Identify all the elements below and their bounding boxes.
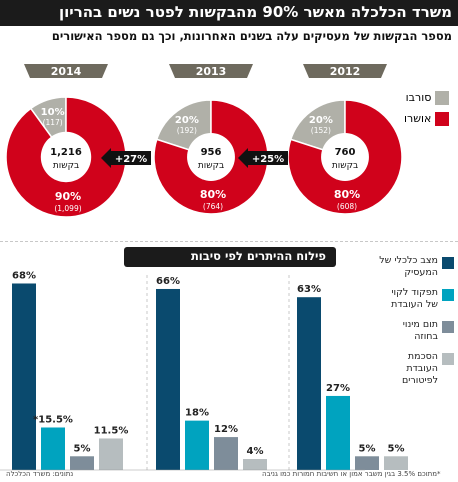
bar	[297, 297, 321, 470]
pie-label-approved-count: (764)	[203, 202, 223, 211]
pie-label-rejected-count: (192)	[177, 126, 197, 135]
growth-arrow	[238, 148, 288, 168]
bar	[41, 427, 65, 470]
pie-slice-approved	[287, 99, 403, 215]
bar-value-label: 11.5%	[94, 425, 129, 436]
pie-label-rejected-count: (117)	[43, 118, 63, 127]
bar-value-label: 12%	[214, 424, 238, 435]
bar-legend-swatch-performance	[442, 289, 454, 301]
pie-label-approved-count: (1,099)	[54, 204, 81, 213]
pie-slice-approved	[153, 99, 269, 215]
bar-value-label: 5%	[359, 443, 376, 454]
legend-item-rejected: סורבו	[404, 89, 450, 106]
bar-legend-label-contract: תום מינוי בחוזה	[402, 319, 438, 342]
legend-swatch-approved	[435, 111, 450, 126]
asterisk-note: *מתוכם 3.5% בגין משבר אמון או חשיבות חמו…	[262, 470, 441, 478]
pie-label-rejected-percent: 20%	[309, 115, 333, 126]
source-note: נתונים: משרד הכלכלה	[6, 470, 74, 478]
bar	[355, 456, 379, 470]
pie-legend: סורבו אושרו	[404, 89, 450, 131]
pie-label-rejected-percent: 20%	[175, 115, 199, 126]
title-bar: משרד הכלכלה מאשר 90% מהבקשות לפטר נשים ב…	[0, 0, 458, 26]
pie-label-rejected-percent: 10%	[41, 107, 65, 118]
bar-legend-swatch-contract	[442, 321, 454, 333]
year-tab	[169, 64, 253, 78]
bar	[214, 437, 238, 470]
pie-label-approved-percent: 80%	[334, 188, 360, 201]
bar-legend-label-consent: הסכמת העובדת לפיטורים	[402, 351, 438, 386]
bar	[156, 288, 180, 470]
bar-value-label: 66%	[156, 276, 180, 287]
bar	[243, 459, 267, 470]
legend-swatch-rejected	[435, 90, 450, 105]
year-label: 2012	[330, 65, 361, 78]
pie-label-approved-percent: 80%	[200, 188, 226, 201]
bar-value-label: 4%	[247, 446, 264, 457]
pie-hole	[40, 131, 92, 183]
pie-total: 956	[201, 147, 222, 158]
growth-label: +25%	[252, 154, 284, 165]
bar	[70, 456, 94, 470]
bar	[185, 420, 209, 470]
pie-total-label: בקשות	[198, 161, 224, 171]
bar-section-title: פילוח ההיתרים לפי סיבות	[124, 247, 336, 267]
bar-value-label: 18%	[185, 408, 209, 419]
bar	[326, 395, 350, 470]
bar-value-label: 5%	[388, 443, 405, 454]
bar-value-label: 68%	[12, 270, 36, 281]
year-label: 2014	[51, 65, 82, 78]
legend-item-approved: אושרו	[404, 110, 450, 127]
pie-slice-approved	[5, 96, 127, 218]
divider	[0, 241, 458, 242]
page-title: משרד הכלכלה מאשר 90% מהבקשות לפטר נשים ב…	[59, 3, 452, 21]
bar-legend-swatch-consent	[442, 353, 454, 365]
pie-hole	[321, 133, 369, 181]
growth-arrow	[101, 148, 151, 168]
pie-label-approved-count: (608)	[337, 202, 357, 211]
pie-hole	[187, 133, 235, 181]
bar-legend-swatch-economic	[442, 257, 454, 269]
bar	[99, 438, 123, 470]
bar-legend-label-performance: תפקוד לקוי של העובדת	[391, 287, 438, 310]
bar-value-label: 63%	[297, 284, 321, 295]
pie-label-approved-percent: 90%	[55, 190, 81, 203]
bar-section-title-text: פילוח ההיתרים לפי סיבות	[190, 249, 326, 263]
pie-total: 1,216	[50, 147, 82, 158]
year-label: 2013	[196, 65, 227, 78]
bar-value-label: 5%	[74, 443, 91, 454]
growth-label: +27%	[115, 154, 147, 165]
legend-label-approved: אושרו	[404, 112, 432, 125]
year-tab	[303, 64, 387, 78]
bar	[12, 283, 36, 470]
bar	[384, 456, 408, 470]
year-tab	[24, 64, 108, 78]
legend-label-rejected: סורבו	[405, 91, 432, 104]
bar-legend-label-economic: מצב כלכלי של המעסיק	[379, 255, 438, 278]
bar-value-label: 27%	[326, 383, 350, 394]
page-subtitle: מספר הבקשות של מעסיקים עלה בשנים האחרונו…	[51, 29, 452, 43]
pie-total-label: בקשות	[332, 161, 358, 171]
pie-label-rejected-count: (152)	[311, 126, 331, 135]
pie-total: 760	[335, 147, 356, 158]
pie-total-label: בקשות	[53, 161, 79, 171]
bar-value-label: *15.5%	[33, 414, 73, 425]
